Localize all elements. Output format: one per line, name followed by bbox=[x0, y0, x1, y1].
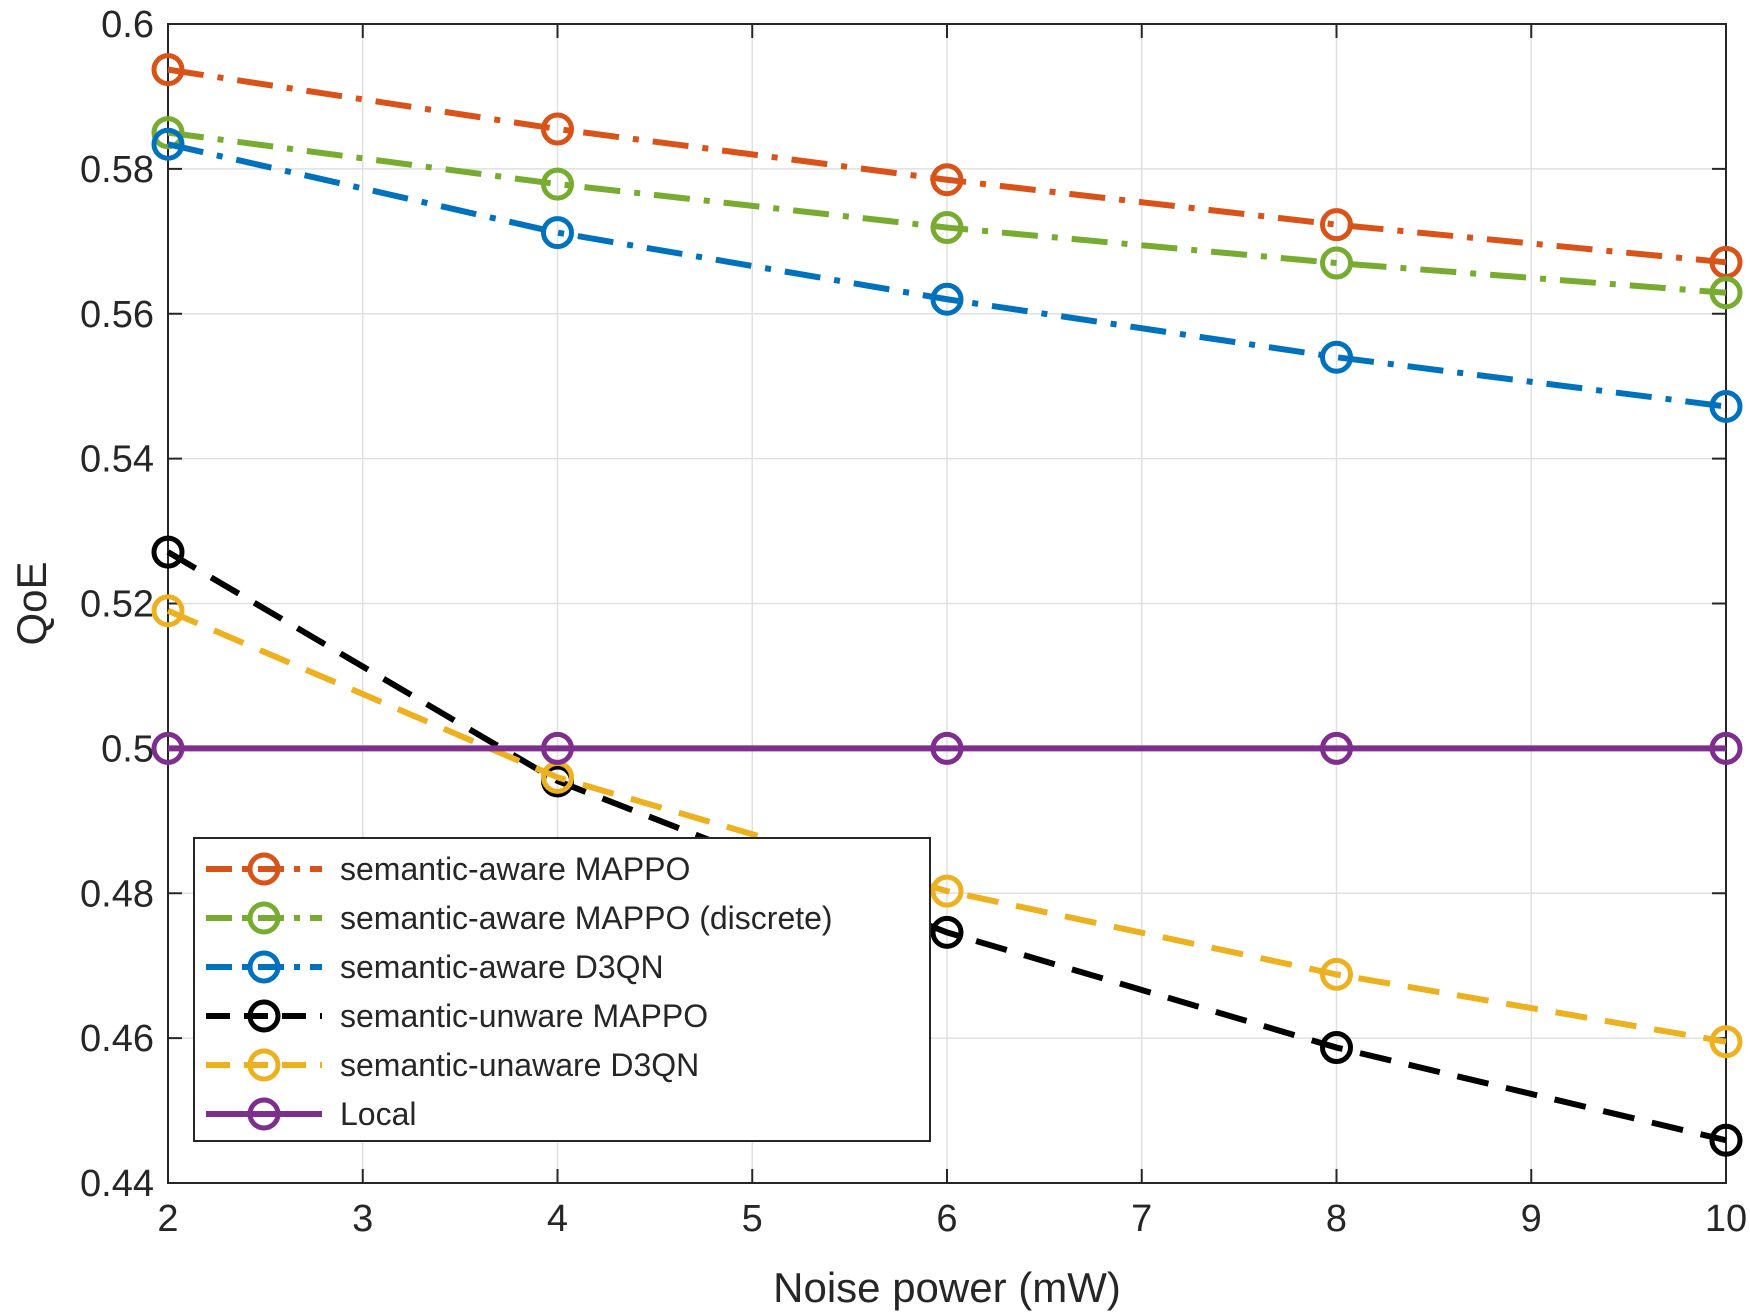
data-point bbox=[930, 915, 964, 949]
y-tick-label: 0.58 bbox=[80, 149, 154, 191]
data-point bbox=[930, 731, 964, 765]
series-layer bbox=[151, 53, 1743, 1157]
legend-item: semantic-unaware D3QN bbox=[206, 1047, 699, 1083]
series-semantic-aware-mappo-discrete- bbox=[151, 116, 1743, 310]
legend-label: Local bbox=[340, 1096, 417, 1132]
data-point bbox=[151, 53, 185, 87]
data-point bbox=[1320, 731, 1353, 765]
data-point bbox=[151, 127, 185, 161]
legend-item: semantic-aware MAPPO (discrete) bbox=[206, 900, 833, 936]
x-tick-label: 4 bbox=[547, 1198, 568, 1240]
data-point bbox=[1320, 340, 1353, 374]
data-point bbox=[541, 731, 574, 765]
x-tick-label: 3 bbox=[352, 1198, 373, 1240]
legend-item: semantic-unware MAPPO bbox=[206, 998, 708, 1034]
series-line bbox=[167, 141, 1727, 410]
data-point bbox=[1320, 957, 1353, 991]
x-tick-label: 6 bbox=[936, 1198, 957, 1240]
y-tick-label: 0.52 bbox=[80, 584, 154, 626]
x-axis-label: Noise power (mW) bbox=[773, 1264, 1121, 1311]
legend-label: semantic-unaware D3QN bbox=[340, 1047, 699, 1083]
legend-marker bbox=[247, 852, 281, 886]
data-point bbox=[541, 167, 574, 201]
data-point bbox=[1709, 1123, 1743, 1157]
series-semantic-aware-d3qn bbox=[151, 127, 1743, 423]
y-tick-label: 0.54 bbox=[80, 439, 154, 481]
x-tick-label: 7 bbox=[1131, 1198, 1152, 1240]
series-line bbox=[166, 549, 1727, 1144]
data-point bbox=[151, 594, 185, 628]
legend-label: semantic-aware D3QN bbox=[340, 949, 664, 985]
series-line bbox=[166, 607, 1727, 1045]
series-line bbox=[167, 66, 1727, 266]
y-tick-label: 0.48 bbox=[80, 873, 154, 915]
legend-item: semantic-aware MAPPO bbox=[206, 851, 690, 887]
data-point bbox=[151, 731, 185, 765]
data-point bbox=[1320, 208, 1353, 242]
data-point bbox=[930, 282, 964, 316]
data-point bbox=[1320, 246, 1353, 280]
x-tick-label: 8 bbox=[1326, 1198, 1347, 1240]
data-point bbox=[541, 216, 574, 250]
x-tick-label: 9 bbox=[1521, 1198, 1542, 1240]
legend-label: semantic-unware MAPPO bbox=[340, 998, 708, 1034]
legend-box bbox=[193, 837, 931, 1142]
data-point bbox=[1709, 1025, 1743, 1059]
legend-marker bbox=[247, 901, 281, 935]
data-point bbox=[1709, 276, 1743, 310]
y-axis-label: QoE bbox=[8, 561, 55, 645]
legend-item: semantic-aware D3QN bbox=[206, 949, 664, 985]
y-tick-label: 0.5 bbox=[101, 728, 154, 770]
legend-marker bbox=[247, 1048, 281, 1082]
y-tick-label: 0.44 bbox=[80, 1163, 154, 1205]
series-semantic-unaware-d3qn bbox=[151, 594, 1743, 1059]
data-point bbox=[1709, 389, 1743, 423]
legend-marker bbox=[247, 1097, 281, 1131]
data-point bbox=[930, 163, 964, 197]
data-point bbox=[1709, 731, 1743, 765]
legend-label: semantic-aware MAPPO bbox=[340, 851, 690, 887]
legend: semantic-aware MAPPO semantic-aware MAPPO… bbox=[193, 837, 931, 1142]
x-tick-label: 2 bbox=[157, 1198, 178, 1240]
y-tick-label: 0.56 bbox=[80, 294, 154, 336]
x-tick-label: 10 bbox=[1705, 1198, 1747, 1240]
data-point bbox=[930, 874, 964, 908]
y-tick-label: 0.6 bbox=[101, 4, 154, 46]
legend-marker bbox=[247, 950, 281, 984]
legend-marker bbox=[247, 999, 281, 1033]
legend-label: semantic-aware MAPPO (discrete) bbox=[340, 900, 833, 936]
tick-labels: 2 3 4 5 6 7 8 9 10 0.44 0.46 0.48 0.5 0.52 0.54 0.56 0.5… bbox=[80, 4, 1747, 1240]
data-point bbox=[1320, 1031, 1353, 1065]
data-point bbox=[541, 112, 574, 146]
data-point bbox=[151, 535, 185, 569]
legend-item: Local bbox=[206, 1096, 417, 1132]
series-local bbox=[151, 731, 1743, 765]
series-line bbox=[167, 129, 1727, 296]
x-tick-label: 5 bbox=[742, 1198, 763, 1240]
data-point bbox=[930, 211, 964, 245]
y-tick-label: 0.46 bbox=[80, 1018, 154, 1060]
